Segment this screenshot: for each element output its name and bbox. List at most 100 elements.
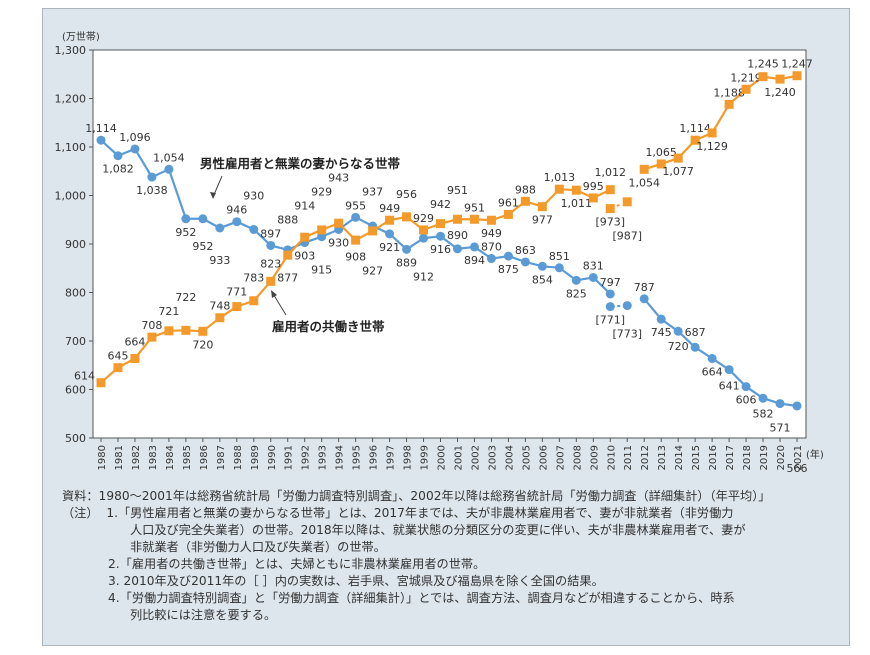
husband-only-earner-point bbox=[317, 232, 327, 242]
x-tick-label: 2012 bbox=[640, 445, 651, 470]
dual-income-data-label: 1,188 bbox=[713, 86, 745, 99]
arrow-head-icon bbox=[210, 192, 216, 199]
husband-only-earner-line bbox=[643, 298, 798, 408]
x-tick-label: 1988 bbox=[233, 445, 244, 470]
dual-income-point bbox=[147, 332, 157, 342]
husband-only-earner-point bbox=[588, 272, 598, 282]
husband-only-earner-data-label: 952 bbox=[175, 226, 196, 239]
x-tick-label: 2017 bbox=[725, 445, 736, 470]
dual-income-point bbox=[351, 235, 361, 245]
dual-income-point bbox=[266, 276, 276, 286]
x-tick-label: 2014 bbox=[674, 445, 685, 470]
x-tick-label: 1982 bbox=[131, 445, 142, 470]
husband-only-earner-point bbox=[452, 244, 462, 254]
x-tick-label: 2020 bbox=[776, 445, 787, 470]
dual-income-data-label: 614 bbox=[74, 370, 95, 383]
husband-only-earner-point bbox=[181, 214, 191, 224]
dual-income-data-label: 721 bbox=[158, 305, 179, 318]
dual-income-point bbox=[300, 232, 310, 242]
husband-only-earner-data-label: 571 bbox=[770, 422, 791, 435]
dual-income-point bbox=[469, 214, 479, 224]
x-tick-label: 1992 bbox=[301, 445, 312, 470]
husband-only-earner-data-label: 890 bbox=[447, 229, 468, 242]
husband-only-earner-data-label: 916 bbox=[430, 243, 451, 256]
husband-only-earner-data-label: 851 bbox=[549, 250, 570, 263]
dual-income-point bbox=[554, 184, 564, 194]
dual-income-data-label: 929 bbox=[311, 185, 332, 198]
x-tick-label: 2001 bbox=[453, 445, 464, 470]
x-tick-label: 1990 bbox=[267, 445, 278, 470]
husband-only-earner-point bbox=[419, 233, 429, 243]
husband-only-earner-point bbox=[351, 212, 361, 222]
husband-only-earner-bracketed-label: [771] bbox=[595, 314, 625, 327]
dual-income-point bbox=[164, 326, 174, 336]
x-tick-label: 1997 bbox=[386, 445, 397, 470]
husband-only-earner-point bbox=[554, 263, 564, 273]
dual-income-data-label: 951 bbox=[447, 184, 468, 197]
dual-income-point bbox=[130, 353, 140, 363]
husband-only-earner-point bbox=[775, 399, 785, 409]
dual-income-line bbox=[643, 74, 798, 171]
x-tick-label: 1981 bbox=[114, 445, 125, 470]
dual-income-data-label: 1,219 bbox=[730, 71, 762, 84]
husband-only-earner-point bbox=[402, 244, 412, 254]
husband-only-earner-data-label: 582 bbox=[753, 408, 774, 421]
husband-only-earner-data-label: 937 bbox=[362, 185, 383, 198]
dual-income-point bbox=[520, 196, 530, 206]
x-tick-label: 2010 bbox=[606, 445, 617, 470]
notes: 資料：1980～2001年は総務省統計局「労働力調査特別調査」、2002年以降は… bbox=[62, 488, 842, 624]
husband-only-earner-data-label: 863 bbox=[515, 244, 536, 257]
series-label-dual-income: 雇用者の共働き世帯 bbox=[272, 319, 385, 334]
dual-income-point bbox=[605, 185, 615, 195]
x-tick-label: 1985 bbox=[182, 445, 193, 470]
husband-only-earner-point bbox=[232, 217, 242, 227]
husband-only-earner-bracketed-label: [773] bbox=[612, 328, 642, 341]
husband-only-earner-data-label: 930 bbox=[243, 190, 264, 203]
y-tick-label: 900 bbox=[65, 238, 86, 251]
dual-income-bracketed-label: [987] bbox=[612, 230, 642, 243]
husband-only-earner-data-label: 566 bbox=[787, 462, 808, 475]
dual-income-data-label: 914 bbox=[294, 199, 315, 212]
dual-income-data-label: 1,013 bbox=[544, 171, 576, 184]
dual-income-data-label: 995 bbox=[583, 180, 604, 193]
husband-only-earner-point bbox=[520, 257, 530, 267]
husband-only-earner-point bbox=[436, 231, 446, 241]
arrow-head-icon bbox=[271, 290, 277, 298]
husband-only-earner-data-label: 720 bbox=[668, 340, 689, 353]
dual-income-point bbox=[436, 219, 446, 229]
husband-only-earner-data-label: 641 bbox=[719, 379, 740, 392]
x-tick-label: 2000 bbox=[437, 445, 448, 470]
x-tick-label: 2008 bbox=[572, 445, 583, 470]
dual-income-data-label: 1,247 bbox=[781, 58, 813, 71]
dual-income-point bbox=[656, 159, 666, 169]
dual-income-point bbox=[571, 185, 581, 195]
dual-income-point bbox=[792, 71, 802, 81]
dual-income-data-label: 956 bbox=[396, 188, 417, 201]
dual-income-point bbox=[758, 72, 768, 82]
x-tick-label: 1996 bbox=[369, 445, 380, 470]
dual-income-point bbox=[181, 325, 191, 335]
note-1-line-1: 1.「男性雇用者と無業の妻からなる世帯」とは、2017年までは、夫が非農林業雇用… bbox=[106, 506, 734, 520]
husband-only-earner-point bbox=[486, 254, 496, 264]
dual-income-point bbox=[486, 215, 496, 225]
note-4-line-2: 列比較には注意を要する。 bbox=[130, 608, 277, 622]
dual-income-data-label: 722 bbox=[175, 291, 196, 304]
dual-income-data-label: 942 bbox=[430, 198, 451, 211]
husband-only-earner-data-label: 825 bbox=[566, 287, 587, 300]
dual-income-data-label: 720 bbox=[192, 338, 213, 351]
dual-income-bracketed-label: [973] bbox=[595, 216, 625, 229]
y-axis-unit: (万世帯) bbox=[62, 30, 100, 43]
dual-income-data-label: 783 bbox=[243, 272, 264, 285]
y-tick-label: 1,200 bbox=[55, 93, 87, 106]
dual-income-data-label: 1,012 bbox=[595, 166, 627, 179]
x-axis-unit: (年) bbox=[806, 448, 824, 461]
husband-only-earner-point bbox=[266, 240, 276, 250]
husband-only-earner-data-label: 955 bbox=[345, 199, 366, 212]
dual-income-point bbox=[673, 153, 683, 163]
husband-only-earner-point bbox=[249, 224, 259, 234]
x-tick-label: 1984 bbox=[165, 445, 176, 470]
dual-income-point bbox=[249, 296, 259, 306]
husband-only-earner-data-label: 1,082 bbox=[102, 163, 134, 176]
dual-income-point bbox=[113, 363, 123, 373]
x-tick-label: 2011 bbox=[623, 445, 634, 470]
